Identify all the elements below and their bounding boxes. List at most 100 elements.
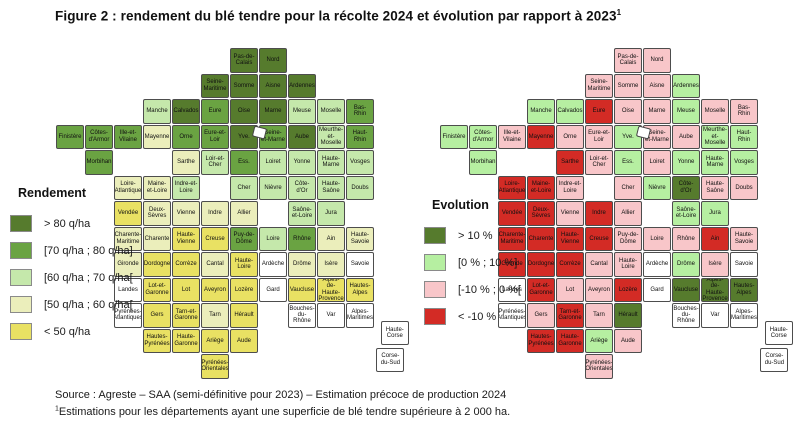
dept-label: Indre-et-Loire	[558, 181, 582, 194]
legend-item: [0 % ; 10 %]	[424, 249, 604, 276]
dept-lozère: Lozère	[614, 277, 642, 302]
dept-label: Morbihan	[470, 159, 496, 166]
dept-label: Jura	[325, 210, 337, 217]
dept-label: Corrèze	[175, 261, 197, 268]
dept-jura: Jura	[701, 201, 729, 226]
legend-evolution-title: Evolution	[432, 198, 489, 212]
dept-var: Var	[701, 303, 729, 328]
dept-corse-du-sud: Corse-du-Sud	[376, 347, 405, 373]
dept-gard: Gard	[259, 277, 287, 302]
dept-label: Cher	[621, 184, 635, 191]
dept-charente: Charente	[527, 226, 555, 251]
dept-côte-d-or: Côte-d'Or	[672, 175, 700, 200]
dept-label: Haute-Garonne	[174, 334, 198, 347]
dept-gard: Gard	[643, 277, 671, 302]
dept-label: Gers	[150, 312, 164, 319]
dept-label: Côte-d'Or	[678, 181, 694, 194]
dept-haute-savoie: Haute-Savoie	[346, 226, 374, 251]
dept-pyrénées-atlantiques: Pyrénées-Atlantiques	[498, 303, 526, 328]
dept-label: Ardennes	[673, 82, 699, 89]
dept-lot-et-garonne: Lot-et-Garonne	[143, 277, 171, 302]
dept-landes: Landes	[114, 277, 142, 302]
figure-title-text: Figure 2 : rendement du blé tendre pour …	[55, 8, 617, 24]
dept-ardèche: Ardèche	[643, 252, 671, 277]
dept-haute-marne: Haute-Marne	[701, 150, 729, 175]
dept-loire: Loire	[643, 226, 671, 251]
dept-haute-corse: Haute-Corse	[764, 320, 793, 346]
dept-tarn-et-garonne: Tarn-et-Garonne	[556, 303, 584, 328]
dept-label: Lot	[181, 286, 191, 293]
dept-label: Deux-Sèvres	[147, 206, 167, 220]
dept-haut-rhin: Haut-Rhin	[346, 124, 374, 149]
dept-label: Hautes-Alpes	[733, 283, 755, 296]
dept-ariège: Ariège	[201, 328, 229, 353]
dept-dordogne: Dordogne	[143, 252, 171, 277]
dept-label: Ille-et-Vilaine	[503, 130, 521, 143]
dept-ariège: Ariège	[585, 328, 613, 353]
dept-vaucluse: Vaucluse	[288, 277, 316, 302]
dept-label: Gers	[534, 312, 548, 319]
dept-hérault: Hérault	[230, 303, 258, 328]
dept-label: Loiret	[649, 159, 665, 166]
dept-isère: Isère	[317, 252, 345, 277]
dept-label: Maine-et-Loire	[146, 181, 168, 194]
legend-swatch	[424, 254, 446, 271]
dept-label: Vosges	[350, 159, 370, 166]
dept-jura: Jura	[317, 201, 345, 226]
map-rendement: Pas-de-Calais Nord Seine-Maritime Somme Aisn…	[56, 48, 466, 383]
dept-label: Alpes-de-Haute-Provence	[318, 277, 344, 302]
dept-label: Loir-et-Cher	[589, 155, 609, 169]
dept-label: Aveyron	[588, 286, 610, 293]
dept-côtes-d-armor: Côtes-d'Armor	[469, 124, 497, 149]
dept-ille-et-vilaine: Ille-et-Vilaine	[498, 124, 526, 149]
dept-label: Orne	[179, 133, 193, 140]
dept-label: Haute-Marne	[705, 155, 724, 169]
dept-label: Hautes-Alpes	[349, 283, 371, 296]
dept-côte-d-or: Côte-d'Or	[288, 175, 316, 200]
figure-title: Figure 2 : rendement du blé tendre pour …	[55, 8, 621, 24]
dept-landes: Landes	[498, 277, 526, 302]
dept-hautes-alpes: Hautes-Alpes	[730, 277, 758, 302]
dept-indre-et-loire: Indre-et-Loire	[556, 175, 584, 200]
dept-essonne: Ess.	[614, 150, 642, 175]
dept-ain: Ain	[701, 226, 729, 251]
legend-label: [-10 % ; 0 %[	[458, 283, 521, 296]
legend-item: [-10 % ; 0 %[	[424, 276, 604, 303]
dept-label: Tarn-et-Garonne	[174, 308, 198, 322]
footnote-line: 1Estimations pour les départements ayant…	[55, 404, 510, 421]
dept-label: Landes	[502, 286, 522, 293]
dept-haute-garonne: Haute-Garonne	[172, 328, 200, 353]
dept-label: Loire	[650, 235, 664, 242]
dept-aude: Aude	[230, 328, 258, 353]
dept-label: Haute-Saône	[705, 181, 724, 194]
dept-lot-et-garonne: Lot-et-Garonne	[527, 277, 555, 302]
dept-label: Pas-de-Calais	[617, 53, 639, 67]
legend-swatch	[424, 281, 446, 298]
dept-label: Indre	[208, 210, 222, 217]
legend-label: [50 q/ha ; 60 q/ha[	[44, 298, 133, 311]
dept-label: Seine-Maritime	[587, 79, 611, 92]
dept-label: Ardèche	[645, 261, 669, 268]
dept-vienne: Vienne	[172, 201, 200, 226]
dept-somme: Somme	[230, 73, 258, 98]
dept-loire-atlantique: Loire-Atlantique	[114, 175, 142, 200]
dept-bas-rhin: Bas-Rhin	[346, 99, 374, 124]
dept-label: Haut-Rhin	[352, 130, 368, 143]
dept-label: Loire-Atlantique	[114, 181, 142, 194]
dept-label: Doubs	[351, 184, 369, 191]
dept-corrèze: Corrèze	[556, 252, 584, 277]
dept-deux-sèvres: Deux-Sèvres	[143, 201, 171, 226]
dept-label: Finistère	[58, 133, 82, 140]
dept-lozère: Lozère	[230, 277, 258, 302]
dept-label: Aude	[236, 337, 251, 344]
legend-label: < 50 q/ha	[44, 325, 91, 338]
dept-aveyron: Aveyron	[585, 277, 613, 302]
dept-label: Seine-et-Marne	[261, 130, 286, 143]
dept-label: Haute-Marne	[321, 155, 340, 169]
dept-label: Lot-et-Garonne	[529, 283, 553, 296]
dept-allier: Allier	[230, 201, 258, 226]
dept-marne: Marne	[643, 99, 671, 124]
legend-swatch	[424, 308, 446, 325]
dept-alpes-de-haute-provence: Alpes-de-Haute-Provence	[701, 277, 729, 302]
dept-label: Charente-Maritime	[498, 232, 526, 245]
